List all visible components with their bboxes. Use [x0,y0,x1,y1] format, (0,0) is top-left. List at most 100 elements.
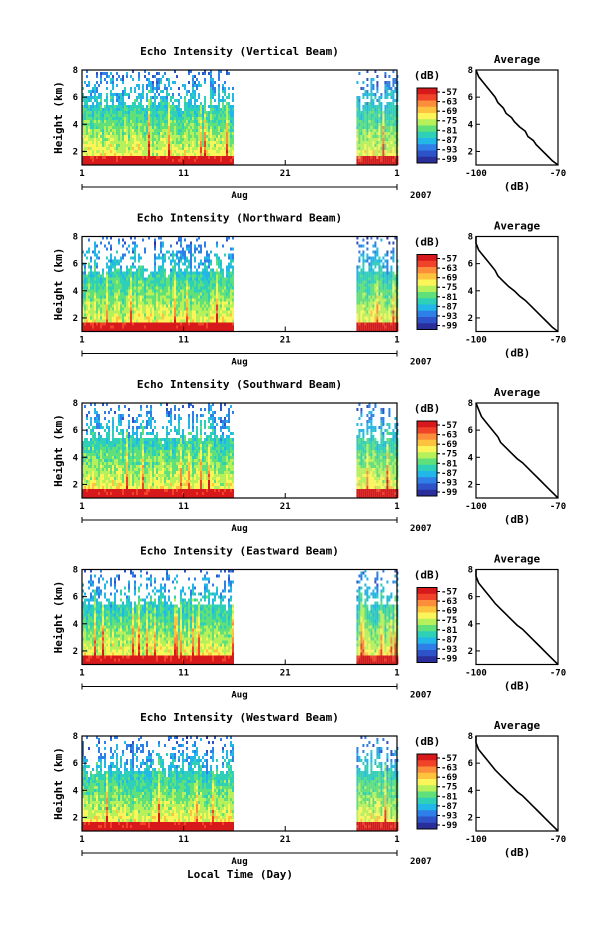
heatmap-cell [188,275,190,278]
heatmap-cell [174,260,176,263]
heatmap-cell [112,123,114,126]
heatmap-cell [206,260,208,263]
heatmap-cell [114,314,116,317]
heatmap-cell [356,320,358,323]
heatmap-cell [124,299,126,302]
heatmap-cell [138,72,140,75]
heatmap-cell [124,254,126,257]
heatmap-cell [372,299,374,302]
heatmap-cell [180,308,182,311]
heatmap-cell [96,263,98,266]
heatmap-cell [122,150,124,153]
heatmap-cell [154,102,156,105]
heatmap-cell [166,93,168,96]
heatmap-cell [114,263,116,266]
heatmap-cell [112,96,114,99]
heatmap-cell [104,323,106,326]
heatmap-cell [376,135,378,138]
heatmap-cell [366,305,368,308]
heatmap-cell [110,99,112,102]
heatmap-cell [384,141,386,144]
heatmap-cell [146,96,148,99]
heatmap-cell [208,326,210,329]
heatmap-cell [120,296,122,299]
heatmap-cell [122,278,124,281]
heatmap-cell [174,117,176,120]
heatmap-cell [360,87,362,90]
heatmap-cell [164,320,166,323]
heatmap-cell [126,299,128,302]
heatmap-cell [368,263,370,266]
heatmap-cell [192,323,194,326]
heatmap-cell [186,305,188,308]
heatmap-cell [368,111,370,114]
heatmap-cell [186,147,188,150]
heatmap-cell [88,123,90,126]
heatmap-cell [148,308,150,311]
heatmap-cell [210,320,212,323]
heatmap-cell [370,126,372,129]
heatmap-cell [126,159,128,162]
heatmap-cell [106,81,108,84]
heatmap-cell [146,78,148,81]
heatmap-cell [164,132,166,135]
heatmap-cell [364,147,366,150]
heatmap-cell [142,314,144,317]
heatmap-cell [384,314,386,317]
heatmap-cell [198,311,200,314]
heatmap-cell [212,108,214,111]
heatmap-cell [88,251,90,254]
heatmap-cell [200,290,202,293]
heatmap-cell [186,105,188,108]
colorbar-tick-label: -87 [441,136,457,146]
heatmap-cell [368,138,370,141]
heatmap-cell [394,132,396,135]
heatmap-cell [124,287,126,290]
heatmap-cell [98,123,100,126]
heatmap-cell [142,287,144,290]
heatmap-cell [172,323,174,326]
heatmap-cell [230,320,232,323]
heatmap-cell [154,93,156,96]
heatmap-cell [168,84,170,87]
heatmap-cell [112,126,114,129]
heatmap-cell [172,290,174,293]
heatmap-cell [220,99,222,102]
colorbar-swatch [417,267,437,274]
heatmap-cell [160,81,162,84]
heatmap-cell [380,272,382,275]
heatmap-cell [148,314,150,317]
heatmap-cell [366,272,368,275]
heatmap-cell [114,302,116,305]
heatmap-cell [222,132,224,135]
heatmap-cell [136,144,138,147]
heatmap-cell [392,326,394,329]
heatmap-cell [178,314,180,317]
heatmap-cell [126,269,128,272]
heatmap-cell [198,105,200,108]
heatmap-cell [226,147,228,150]
heatmap-cell [222,272,224,275]
heatmap-cell [150,320,152,323]
heatmap-cell [216,123,218,126]
heatmap-cell [154,147,156,150]
heatmap-cell [362,132,364,135]
heatmap-cell [364,290,366,293]
heatmap-cell [230,278,232,281]
heatmap-cell [360,326,362,329]
heatmap-cell [118,302,120,305]
heatmap-cell [194,296,196,299]
heatmap-cell [390,320,392,323]
heatmap-cell [388,87,390,90]
heatmap-cell [152,284,154,287]
heatmap-cell [362,141,364,144]
heatmap-cell [388,320,390,323]
heatmap-cell [148,132,150,135]
heatmap-cell [112,308,114,311]
heatmap-cell [90,93,92,96]
heatmap-cell [88,302,90,305]
heatmap-cell [388,314,390,317]
heatmap-cell [88,453,90,456]
heatmap-cell [382,156,384,159]
heatmap-cell [194,81,196,84]
